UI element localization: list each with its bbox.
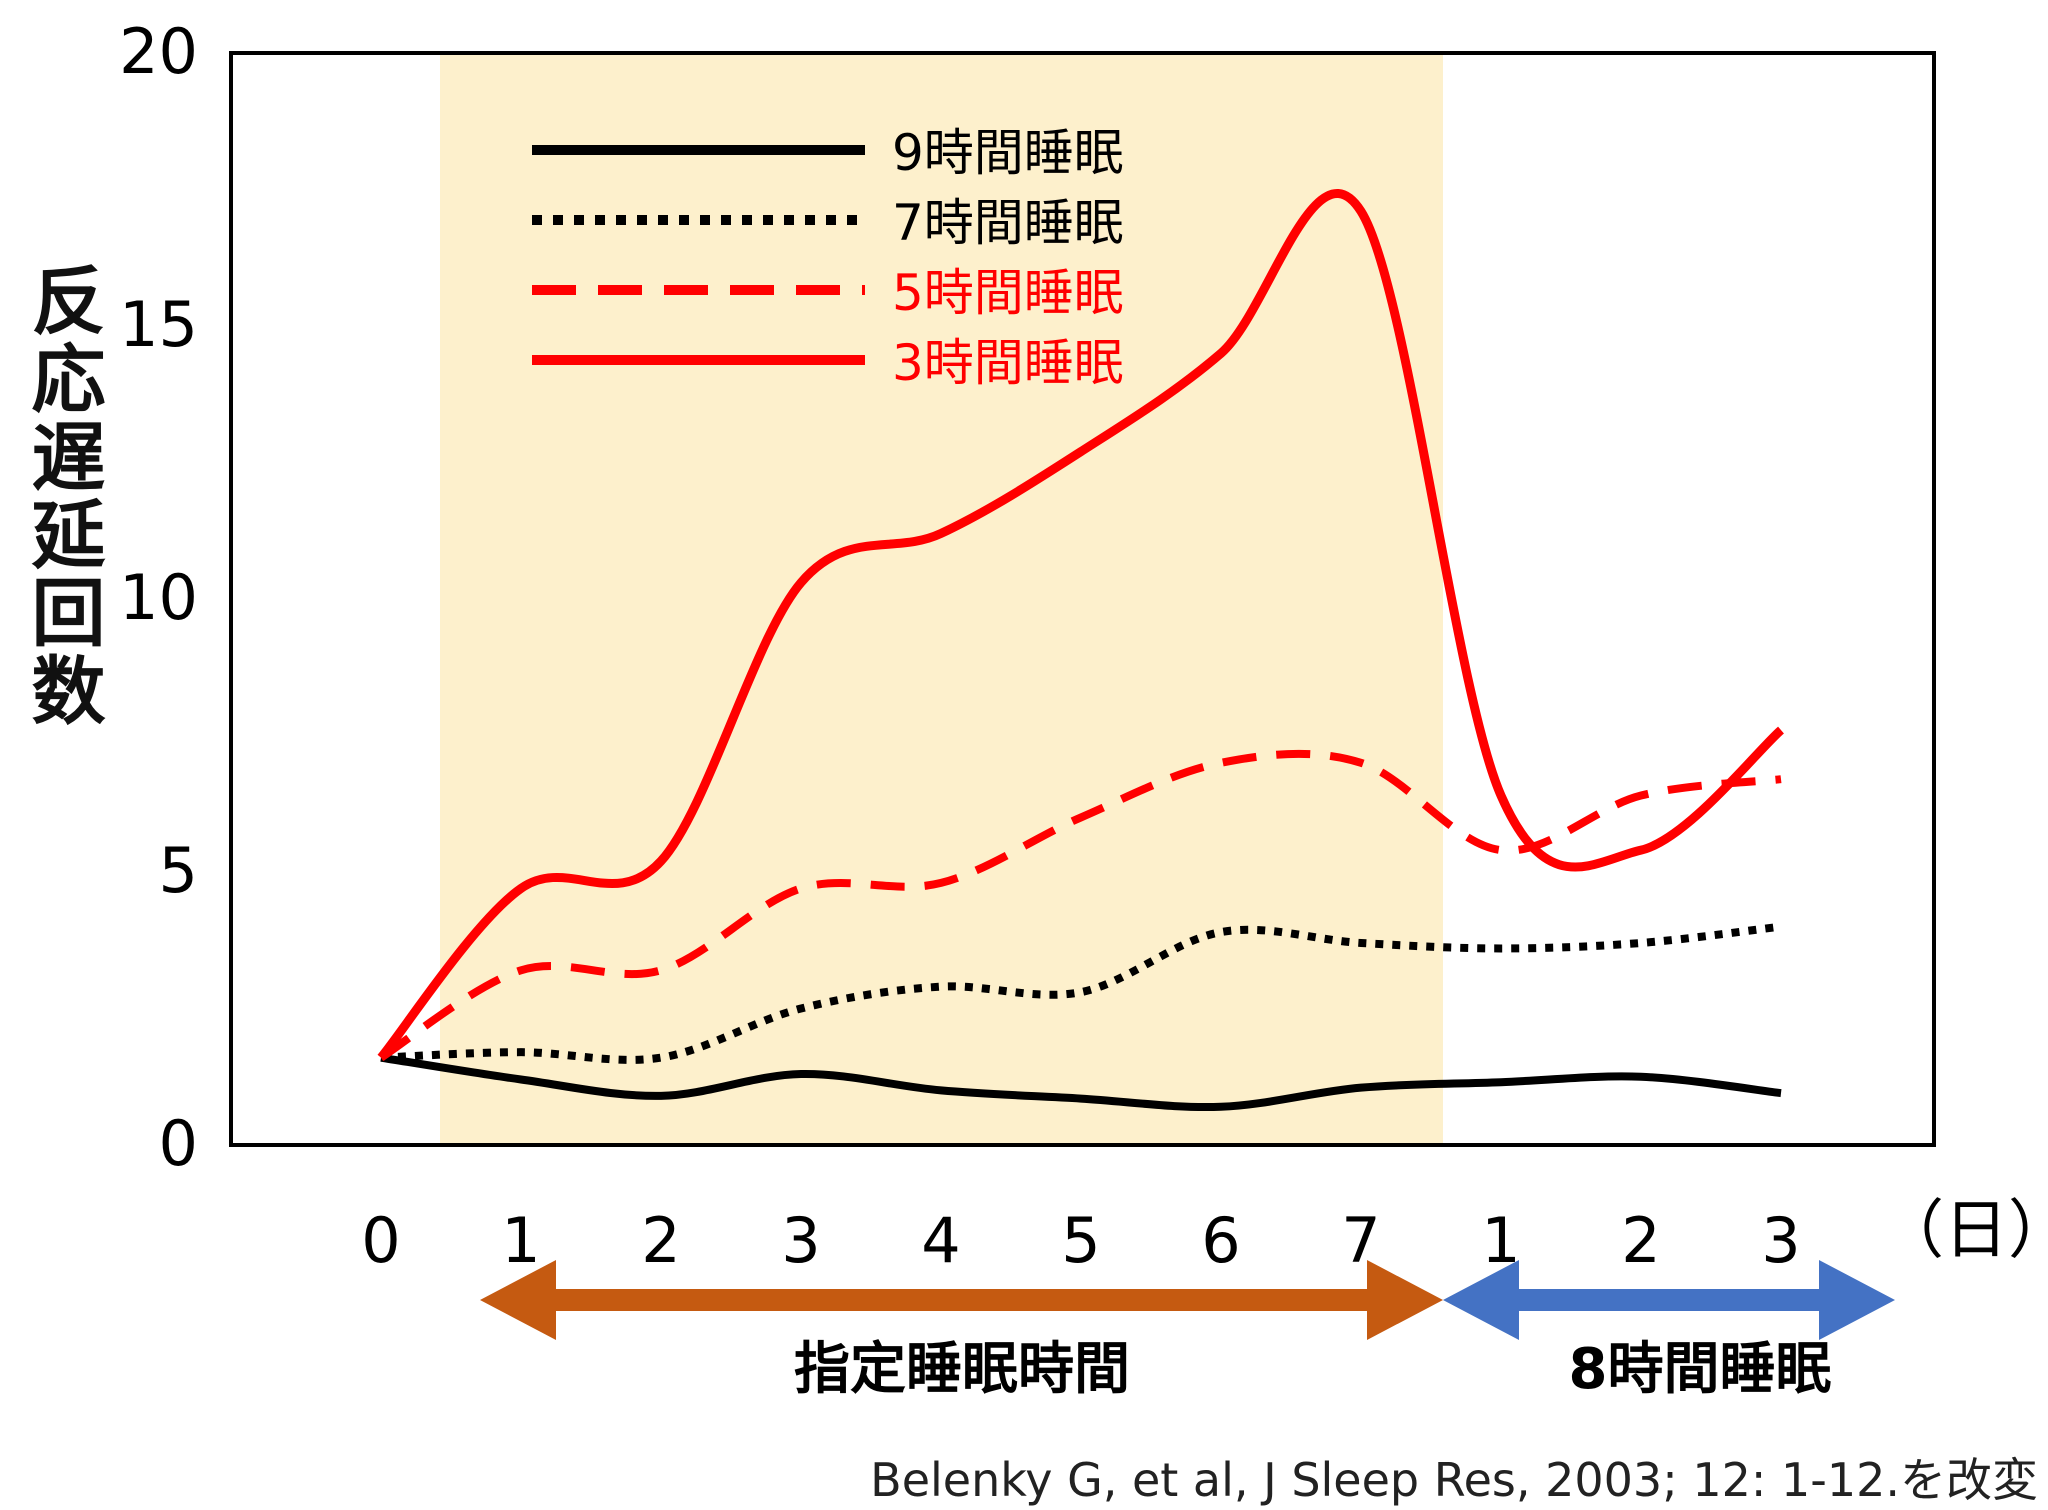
data-point bbox=[1497, 846, 1505, 854]
data-point bbox=[1777, 1089, 1785, 1097]
data-point bbox=[1077, 813, 1085, 821]
legend-label: 3時間睡眠 bbox=[892, 334, 1124, 392]
restricted-period-shading bbox=[440, 53, 1443, 1145]
y-tick-label: 15 bbox=[119, 288, 198, 361]
legend-label: 7時間睡眠 bbox=[892, 194, 1124, 252]
data-point bbox=[1077, 448, 1085, 456]
data-point bbox=[1217, 759, 1225, 767]
data-point bbox=[937, 983, 945, 991]
data-point bbox=[517, 884, 525, 892]
data-point bbox=[657, 857, 665, 865]
series-line-1 bbox=[380, 922, 1782, 1064]
data-point bbox=[1217, 349, 1225, 357]
data-point bbox=[797, 1070, 805, 1078]
x-tick-label: 3 bbox=[781, 1204, 820, 1277]
phase-arrows: 指定睡眠時間 8時間睡眠 bbox=[480, 1260, 1895, 1402]
data-point bbox=[797, 1005, 805, 1013]
x-tick-label: 1 bbox=[501, 1204, 540, 1277]
data-point bbox=[797, 884, 805, 892]
x-tick-label: 6 bbox=[1201, 1204, 1240, 1277]
data-point bbox=[1497, 792, 1505, 800]
x-tick-label: 3 bbox=[1761, 1204, 1800, 1277]
data-point bbox=[937, 1086, 945, 1094]
x-tick-label: 2 bbox=[641, 1204, 680, 1277]
data-point bbox=[1497, 944, 1505, 952]
restricted-sleep-arrow bbox=[480, 1260, 1443, 1340]
y-axis-label: 反応遅延回数 bbox=[19, 262, 105, 730]
data-point bbox=[517, 1075, 525, 1083]
data-point bbox=[1357, 759, 1365, 767]
series-line-3 bbox=[377, 189, 1784, 1061]
y-tick-label: 0 bbox=[159, 1107, 198, 1180]
data-point bbox=[1777, 775, 1785, 783]
data-point bbox=[1637, 792, 1645, 800]
data-point bbox=[1357, 207, 1365, 215]
data-point bbox=[1217, 928, 1225, 936]
x-axis-unit: （日） bbox=[1880, 1194, 2048, 1268]
data-point bbox=[1497, 1078, 1505, 1086]
data-point bbox=[657, 966, 665, 974]
data-point bbox=[657, 1092, 665, 1100]
data-point bbox=[1077, 988, 1085, 996]
legend-label: 5時間睡眠 bbox=[892, 264, 1124, 322]
phase-label: 8時間睡眠 bbox=[1569, 1337, 1832, 1402]
plot-frame bbox=[229, 51, 1936, 1147]
x-tick-label: 2 bbox=[1621, 1204, 1660, 1277]
data-point bbox=[1637, 939, 1645, 947]
y-tick-label: 5 bbox=[159, 834, 198, 907]
legend: 9時間睡眠 7時間睡眠 5時間睡眠 3時間睡眠 bbox=[532, 124, 1124, 392]
data-point bbox=[517, 1048, 525, 1056]
x-tick-label: 5 bbox=[1061, 1204, 1100, 1277]
data-point bbox=[1357, 1084, 1365, 1092]
data-point bbox=[937, 529, 945, 537]
y-tick-label: 10 bbox=[119, 561, 198, 634]
series-layer bbox=[377, 189, 1785, 1112]
data-point bbox=[657, 1054, 665, 1062]
phase-label: 指定睡眠時間 bbox=[794, 1337, 1130, 1402]
data-point bbox=[1217, 1103, 1225, 1111]
x-tick-label: 4 bbox=[921, 1204, 960, 1277]
data-point bbox=[797, 579, 805, 587]
data-point bbox=[517, 966, 525, 974]
data-point bbox=[937, 879, 945, 887]
data-point bbox=[1077, 1095, 1085, 1103]
y-axis-ticks: 0 5 10 15 20 bbox=[119, 15, 198, 1180]
legend-label: 9時間睡眠 bbox=[892, 124, 1124, 182]
x-tick-label: 0 bbox=[361, 1204, 400, 1277]
citation: Belenky G, et al, J Sleep Res, 2003; 12:… bbox=[870, 1453, 2038, 1507]
y-tick-label: 20 bbox=[119, 15, 198, 88]
data-point bbox=[1357, 939, 1365, 947]
data-point bbox=[1777, 726, 1785, 734]
data-point bbox=[377, 1054, 385, 1062]
series-line-0 bbox=[380, 1053, 1782, 1112]
data-point bbox=[1637, 1073, 1645, 1081]
data-point bbox=[1637, 846, 1645, 854]
data-point bbox=[1777, 923, 1785, 931]
recovery-sleep-arrow bbox=[1443, 1260, 1895, 1340]
